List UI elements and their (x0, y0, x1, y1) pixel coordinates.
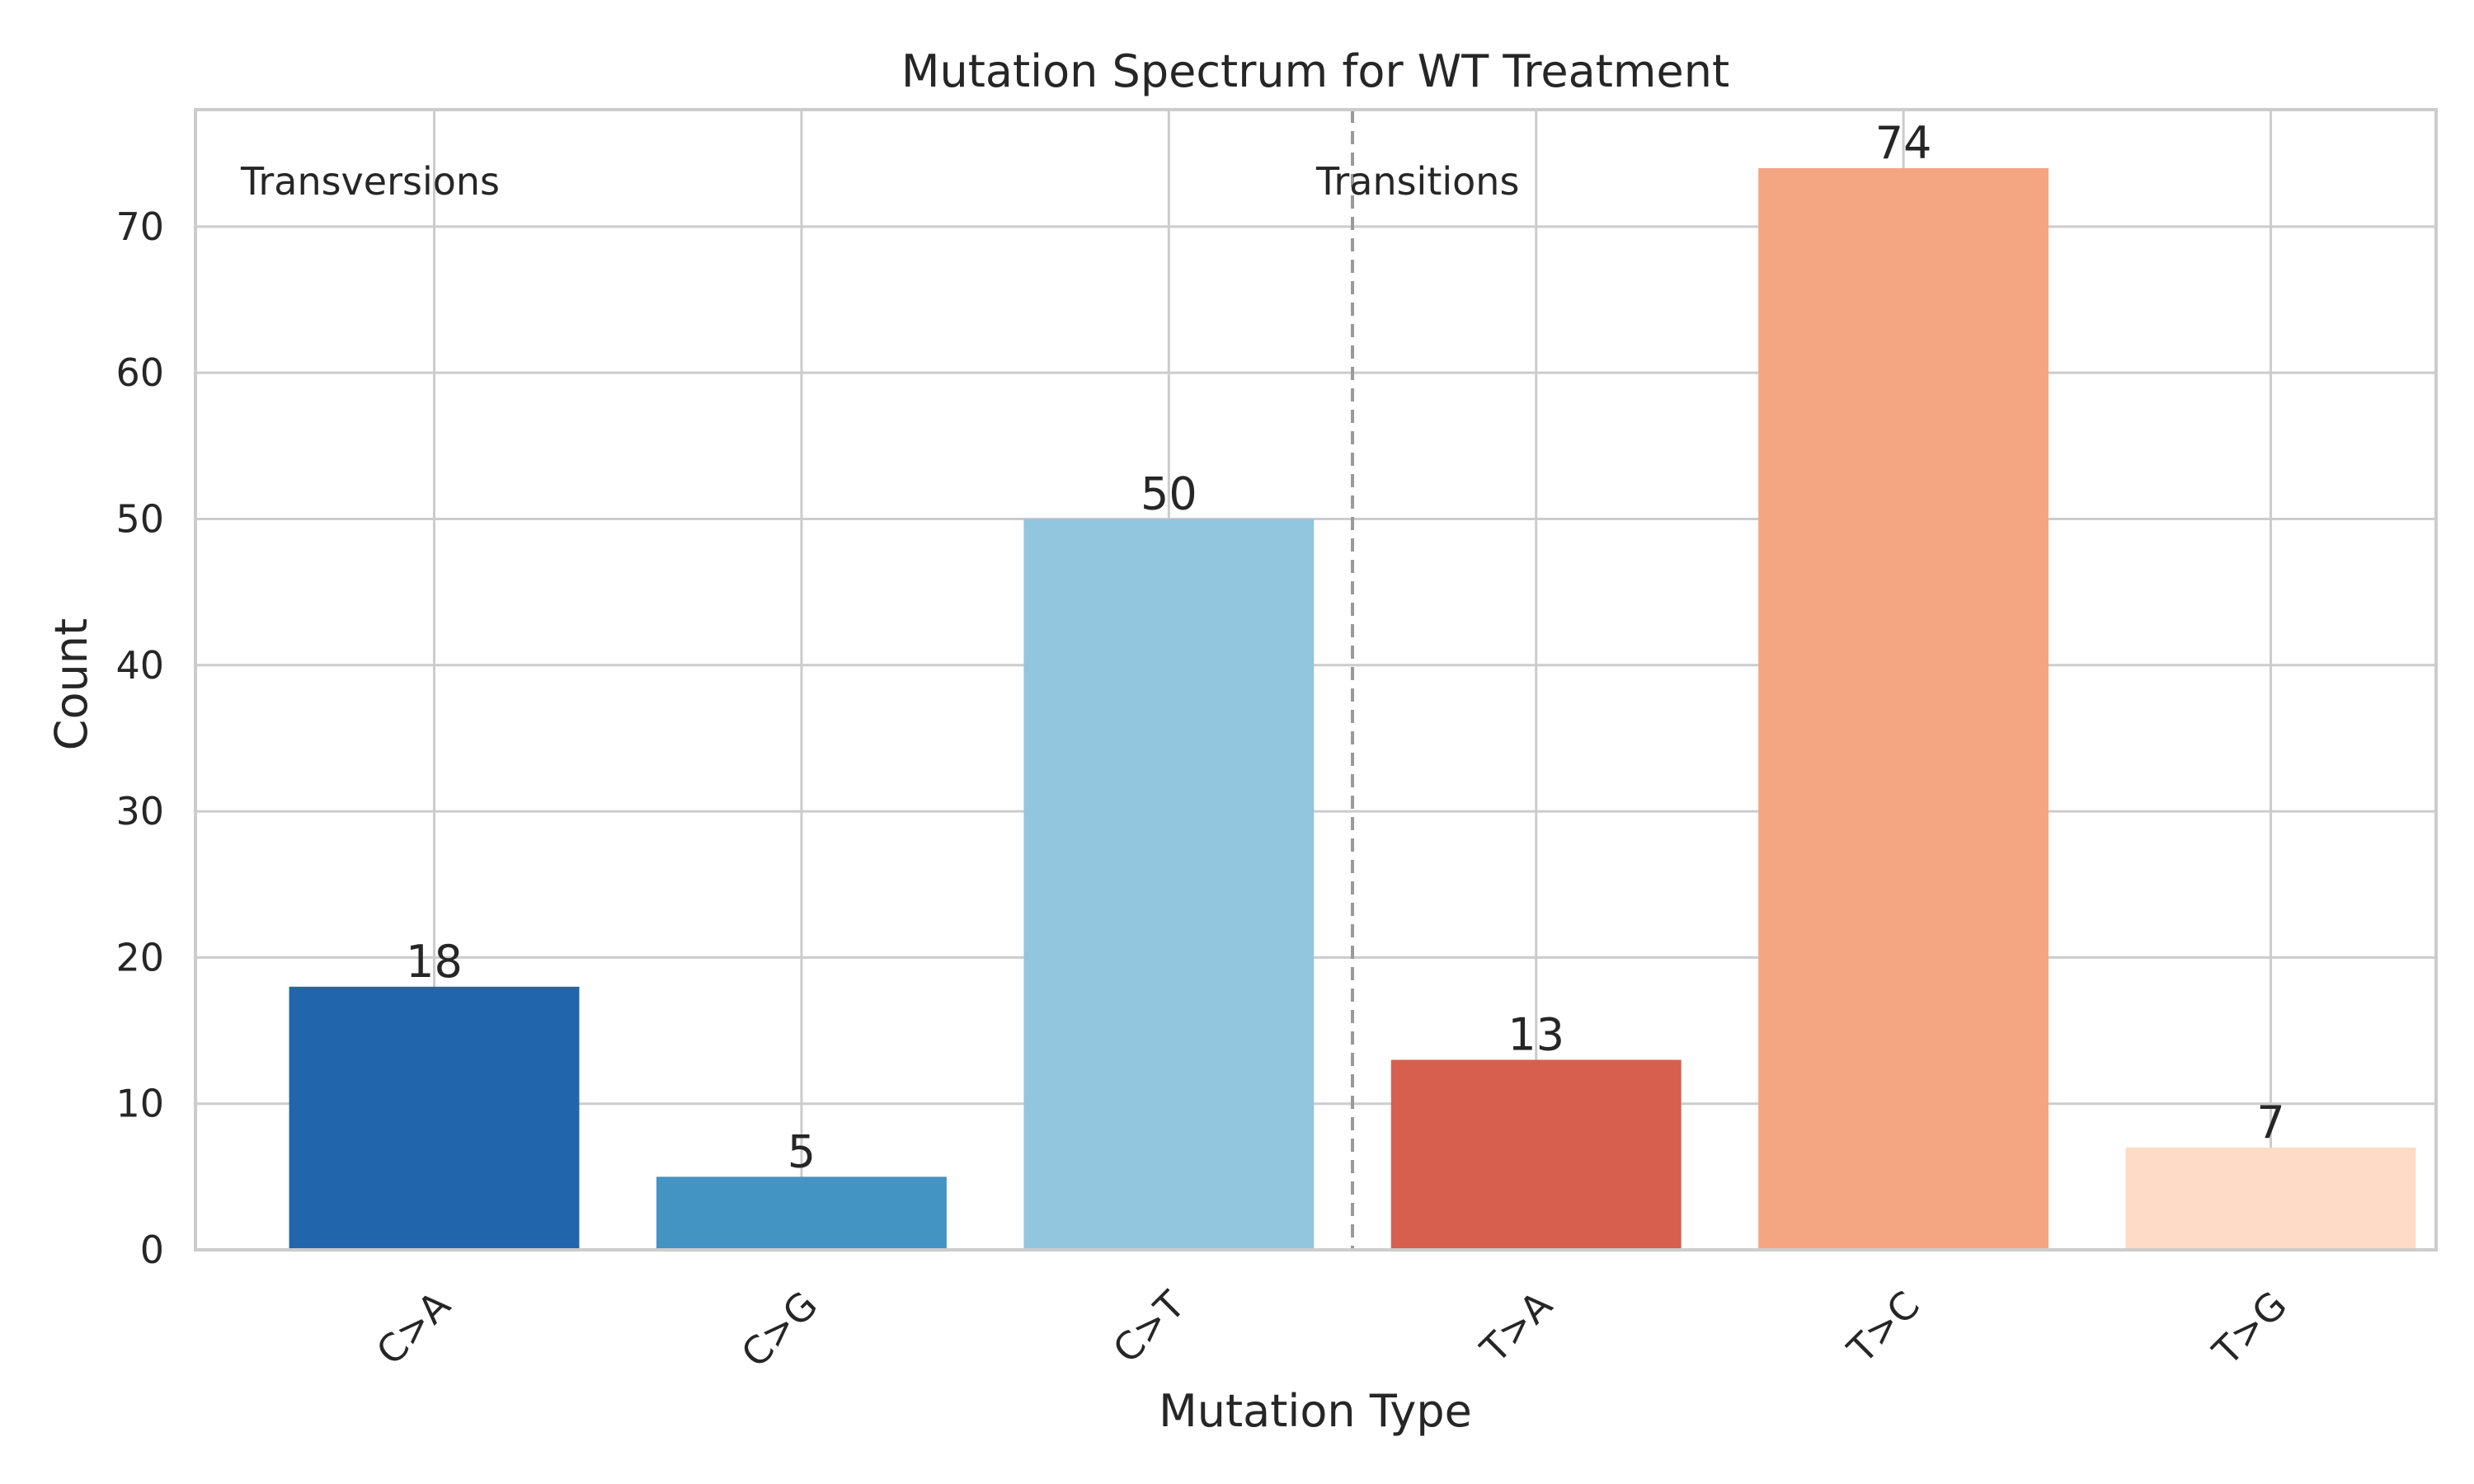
bar-value-label: 50 (1141, 467, 1197, 519)
y-tick-label: 60 (115, 350, 164, 395)
bar-T-to-C (1758, 167, 2049, 1250)
bar-C-to-T (1023, 519, 1315, 1250)
bar-T-to-A (1390, 1059, 1681, 1250)
y-tick-label: 70 (115, 204, 164, 249)
bar-C-to-G (656, 1176, 947, 1250)
x-axis-label: Mutation Type (1159, 1385, 1472, 1437)
y-axis-label: Count (45, 618, 97, 750)
bar-value-label: 13 (1507, 1009, 1564, 1061)
bar-value-label: 18 (406, 936, 463, 988)
bar-C-to-A (289, 986, 580, 1250)
bar-value-label: 74 (1875, 117, 1932, 169)
y-tick-label: 30 (115, 789, 164, 834)
bar-value-label: 7 (2256, 1097, 2284, 1148)
x-tick-label: C>T (1104, 1282, 1194, 1372)
chart-title: Mutation Spectrum for WT Treatment (901, 45, 1729, 97)
y-tick-label: 40 (115, 643, 164, 688)
y-tick-label: 50 (115, 496, 164, 541)
y-tick-label: 10 (115, 1082, 164, 1126)
x-tick-label: C>G (732, 1283, 825, 1376)
x-tick-label: C>A (368, 1282, 459, 1374)
bar-value-label: 5 (788, 1125, 816, 1177)
y-tick-label: 20 (115, 935, 164, 979)
x-tick-label: T>G (2204, 1283, 2295, 1374)
plot-frame (194, 108, 2438, 1252)
bar-T-to-G (2125, 1147, 2416, 1250)
y-tick-label: 0 (140, 1228, 164, 1272)
transitions-annotation: Transitions (1315, 159, 1519, 204)
x-tick-label: T>C (1838, 1283, 1928, 1373)
transversions-annotation: Transversions (240, 159, 500, 204)
x-tick-label: T>A (1471, 1282, 1561, 1372)
